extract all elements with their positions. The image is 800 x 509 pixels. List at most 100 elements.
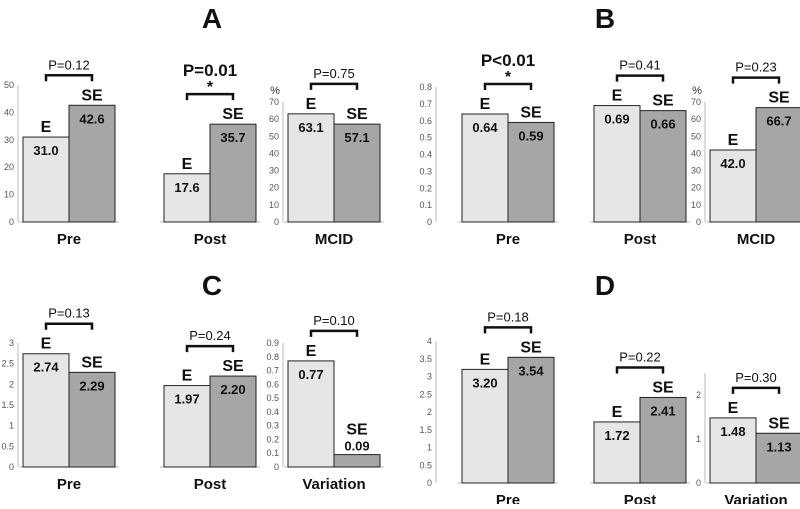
panel-b-pre-y-tick: 0.2 [419,183,432,193]
panel-a-pre-value-label-se: 42.6 [79,111,104,126]
panel-a-pre-p-value: P=0.12 [48,57,90,72]
panel-a-pre-group-label-e: E [41,119,52,136]
panel-c-pre-y-tick: 0 [9,462,14,472]
panel-c-post-bar-e [163,385,211,468]
panel-b-pre-value-label-se: 0.59 [518,128,543,143]
panel-c-pre-y-tick: 2 [9,379,14,389]
panel-b-pre-y-tick: 0.5 [419,133,432,143]
panel-c-pre-y-tick: 1.5 [1,400,14,410]
panel-a-mcid-bar-se [333,123,381,223]
panel-d-variation-bar-e [709,417,757,484]
panel-d-pre-significance-bracket [483,326,533,334]
panel-d-pre-category-label: Pre [496,492,520,504]
panel-d-variation-value-label-se: 1.13 [766,439,791,454]
panel-b-pre-bar-e [461,113,509,223]
panel-a-pre-category-label: Pre [57,231,81,248]
panel-b-pre-y-tick: 0.1 [419,200,432,210]
panel-b-mcid-significance-bracket [731,76,781,84]
panel-a-mcid-value-label-se: 57.1 [344,130,369,145]
panel-c-pre-y-tick: 2.5 [1,359,14,369]
panel-b-mcid-category-label: MCID [737,231,775,248]
panel-b-pre-value-label-e: 0.64 [472,120,498,135]
panel-c-variation-y-tick: 0 [274,462,279,472]
panel-c-variation-y-tick: 0.7 [266,366,279,376]
panel-c-pre-y-tick: 3 [9,338,14,348]
panel-a-post-bar-e [163,173,211,223]
panel-d-variation-bar-se [755,432,800,484]
panel-letter-d: D [595,270,615,301]
panel-a-pre-value-label-e: 31.0 [33,143,58,158]
panel-b-post-group-label-se: SE [652,93,674,110]
panel-d-pre-p-value: P=0.18 [487,309,529,324]
panel-b-mcid-group-label-e: E [728,132,739,149]
panel-a-pre-y-tick: 30 [4,135,14,145]
panel-c-post-significance-bracket [185,344,235,353]
panel-a-mcid-value-label-e: 63.1 [298,120,323,135]
panel-a-post-value-label-e: 17.6 [174,180,199,195]
panel-d-variation-value-label-e: 1.48 [720,424,745,439]
panel-d-pre-bar-e [461,368,509,484]
panel-b-post-p-value: P=0.41 [619,58,661,73]
panel-letter-a: A [202,3,222,34]
panel-b-mcid-p-value: P=0.23 [735,60,777,75]
panel-c-post-value-label-e: 1.97 [174,392,199,407]
panel-c-variation-y-tick: 0.9 [266,338,279,348]
panel-d-pre-value-label-e: 3.20 [472,375,497,390]
panel-a-mcid-significance-bracket [309,82,359,90]
panel-c-variation-y-tick: 0.4 [266,407,279,417]
panel-b-pre-group-label-se: SE [520,104,542,121]
panel-c-pre-y-tick: 1 [9,421,14,431]
panel-b-mcid-y-tick: 30 [691,166,701,176]
panel-a-pre-y-tick: 20 [4,162,14,172]
panel-b-post-bar-se [639,110,687,223]
panel-a-mcid-y-tick: 40 [269,148,279,158]
panel-d-post-group-label-e: E [612,404,623,421]
panel-b-mcid-value-label-se: 66.7 [766,114,791,129]
panel-b-mcid-value-label-e: 42.0 [720,156,745,171]
panel-b-mcid-y-tick: 0 [696,217,701,227]
panel-b-pre-significance-bracket [483,82,533,90]
panel-a-pre-bar-se [68,104,116,223]
panel-a-mcid-group-label-e: E [306,96,317,113]
panel-a-pre-group-label-se: SE [81,87,103,104]
panel-c-variation-y-tick: 0.2 [266,434,279,444]
panel-c-variation-y-tick: 0.6 [266,379,279,389]
panel-a-post-p-value: P=0.01 [183,61,237,80]
panel-c-pre-bar-e [22,353,70,468]
panel-c-pre-value-label-e: 2.74 [33,360,59,375]
panel-d-pre-value-label-se: 3.54 [518,363,544,378]
panel-c-pre-bar-se [68,371,116,468]
panel-b-pre-y-tick: 0.7 [419,99,432,109]
panel-b-post-category-label: Post [624,231,657,248]
panel-a-mcid-y-tick: 0 [274,217,279,227]
panel-c-post-group-label-se: SE [222,358,244,375]
panel-a-mcid-y-tick: 60 [269,114,279,124]
panel-d-variation-group-label-se: SE [768,415,790,432]
panel-d-variation-y-tick: 1 [696,434,701,444]
panel-c-post-p-value: P=0.24 [189,328,231,343]
panel-b-pre-category-label: Pre [496,231,520,248]
panel-c-pre-significance-bracket [44,322,94,330]
panel-a-mcid-bar-e [287,113,335,223]
panel-a-post-significance-bracket [185,92,235,101]
panel-c-post-category-label: Post [194,476,227,493]
panel-d-pre-y-tick: 4 [427,336,432,346]
panel-d-post-significance-bracket [615,366,665,374]
panel-b-mcid-y-tick: 70 [691,97,701,107]
panel-b-mcid-y-tick: 10 [691,200,701,210]
panel-b-mcid-y-tick: 60 [691,114,701,124]
panel-c-variation-p-value: P=0.10 [313,313,355,328]
panel-c-variation-significance-bracket [309,329,359,337]
panel-a-mcid-category-label: MCID [315,231,353,248]
panel-a-pre-y-tick: 10 [4,190,14,200]
panel-b-pre-y-tick: 0.6 [419,116,432,126]
panel-d-pre-y-tick: 1.5 [419,425,432,435]
panel-d-post-value-label-e: 1.72 [604,428,629,443]
panel-a-post-group-label-se: SE [222,106,244,123]
panel-a-post-category-label: Post [194,231,227,248]
panel-a-mcid-y-unit: % [270,85,280,97]
panel-b-pre-y-tick: 0 [427,217,432,227]
panel-letter-c: C [202,270,222,301]
panel-d-post-bar-e [593,421,641,484]
panel-c-pre-p-value: P=0.13 [48,306,90,321]
